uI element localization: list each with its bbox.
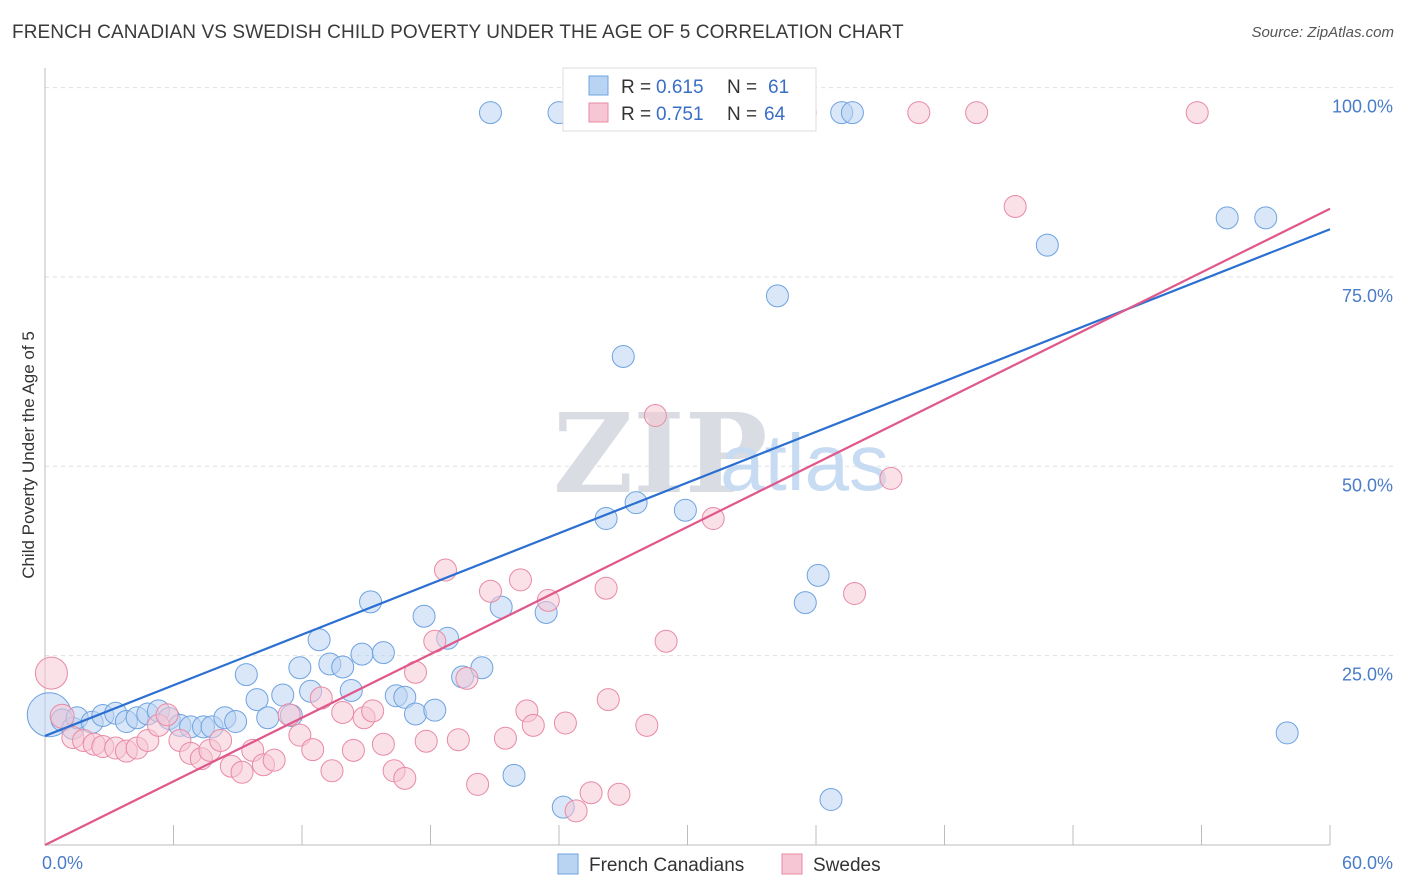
point-series-0-23 [288, 656, 312, 680]
y-tick-label-3: 25.0% [1342, 665, 1393, 685]
point-series-1-54 [643, 404, 667, 428]
point-series-0-34 [404, 702, 428, 726]
point-series-0-61 [1254, 206, 1278, 230]
bottom-legend-swatch-french-canadians [557, 853, 579, 875]
x-tick-label-max: 60.0% [1342, 853, 1393, 873]
trend-lines [44, 207, 1331, 846]
legend-n-label-1: N = [727, 77, 757, 98]
legend-swatch-swedes [588, 102, 609, 123]
legend-swatch-french-canadians [588, 75, 609, 96]
point-series-0-40 [478, 101, 502, 125]
watermark: ZIP atlas [553, 389, 889, 518]
point-series-1-0 [34, 656, 68, 690]
point-series-1-11 [155, 703, 179, 727]
point-series-0-18 [234, 663, 258, 687]
point-series-1-62 [1003, 194, 1027, 218]
bottom-legend-swatch-swedes [781, 853, 803, 875]
point-series-0-27 [331, 655, 355, 679]
point-series-1-50 [594, 576, 618, 600]
point-series-1-23 [288, 723, 312, 747]
point-series-0-33 [393, 685, 417, 709]
point-series-0-55 [806, 563, 830, 587]
point-series-0-36 [423, 698, 447, 722]
point-series-0-19 [245, 688, 269, 712]
point-series-1-39 [455, 666, 479, 690]
legend-r-value-1: 0.615 [656, 77, 704, 98]
legend-n-value-2: 64 [764, 104, 786, 125]
point-series-1-28 [341, 738, 365, 762]
point-series-0-59 [1035, 233, 1059, 257]
point-series-1-22 [277, 703, 301, 727]
point-series-1-48 [564, 799, 588, 823]
point-series-0-56 [819, 788, 843, 812]
point-series-1-38 [446, 728, 470, 752]
point-series-1-35 [414, 729, 438, 753]
point-series-0-21 [271, 683, 295, 707]
point-series-1-18 [230, 760, 254, 784]
point-series-1-51 [596, 688, 620, 712]
point-series-0-29 [350, 642, 374, 666]
x-tick-label-min: 0.0% [42, 853, 83, 873]
point-series-1-41 [478, 579, 502, 603]
y-axis-label: Child Poverty Under the Age of 5 [19, 331, 38, 579]
gridlines [45, 87, 1393, 657]
correlation-legend: R = 0.615 N = 61 R = 0.751 N = 64 [562, 67, 817, 132]
y-tick-label-0: 100.0% [1332, 97, 1393, 117]
point-series-1-61 [965, 101, 989, 125]
point-series-1-53 [635, 713, 659, 737]
point-series-1-40 [466, 772, 490, 796]
point-series-1-1 [49, 703, 75, 729]
point-series-1-55 [654, 629, 678, 653]
chart-title: FRENCH CANADIAN VS SWEDISH CHILD POVERTY… [12, 22, 904, 43]
point-series-1-59 [879, 466, 903, 490]
point-series-0-17 [224, 710, 248, 734]
source-credit: Source: ZipAtlas.com [1251, 24, 1394, 41]
point-series-1-63 [1185, 101, 1209, 125]
point-series-0-30 [359, 590, 383, 614]
series-legend: French Canadians Swedes [557, 853, 881, 876]
point-series-0-51 [673, 498, 697, 522]
point-series-1-42 [493, 726, 517, 750]
point-series-1-26 [320, 759, 344, 783]
point-series-1-16 [209, 728, 233, 752]
point-series-1-31 [371, 732, 395, 756]
point-series-1-45 [521, 713, 545, 737]
point-series-1-25 [309, 686, 333, 710]
point-series-1-43 [508, 568, 532, 592]
point-series-1-47 [553, 711, 577, 735]
legend-r-label-2: R = [621, 104, 651, 125]
point-series-1-49 [579, 781, 603, 805]
point-series-0-35 [412, 604, 436, 628]
point-series-0-31 [371, 641, 395, 665]
point-series-1-27 [331, 700, 355, 724]
point-series-1-60 [907, 101, 931, 125]
trend-line-series-1 [44, 207, 1331, 846]
y-tick-label-1: 75.0% [1342, 286, 1393, 306]
point-series-1-21 [262, 748, 286, 772]
bottom-legend-label-swedes: Swedes [813, 855, 881, 876]
legend-r-value-2: 0.751 [656, 104, 704, 125]
legend-n-label-2: N = [727, 104, 757, 125]
point-series-1-52 [607, 782, 631, 806]
point-series-0-58 [840, 101, 864, 125]
point-series-0-42 [502, 763, 526, 787]
point-series-0-20 [256, 706, 280, 730]
point-series-1-58 [843, 582, 867, 606]
point-series-1-33 [393, 766, 417, 790]
watermark-atlas: atlas [720, 418, 889, 507]
point-series-0-53 [765, 284, 789, 308]
legend-n-value-1: 61 [768, 77, 789, 98]
point-series-0-62 [1275, 721, 1299, 745]
legend-r-label-1: R = [621, 77, 651, 98]
y-tick-label-2: 50.0% [1342, 475, 1393, 495]
bottom-legend-label-french-canadians: French Canadians [589, 855, 744, 876]
point-series-0-60 [1215, 206, 1239, 230]
point-series-1-30 [361, 699, 385, 723]
point-series-0-54 [793, 591, 817, 615]
point-series-1-24 [301, 738, 325, 762]
y-tick-labels: 100.0% 75.0% 50.0% 25.0% [1332, 97, 1393, 685]
point-series-0-47 [611, 344, 635, 368]
